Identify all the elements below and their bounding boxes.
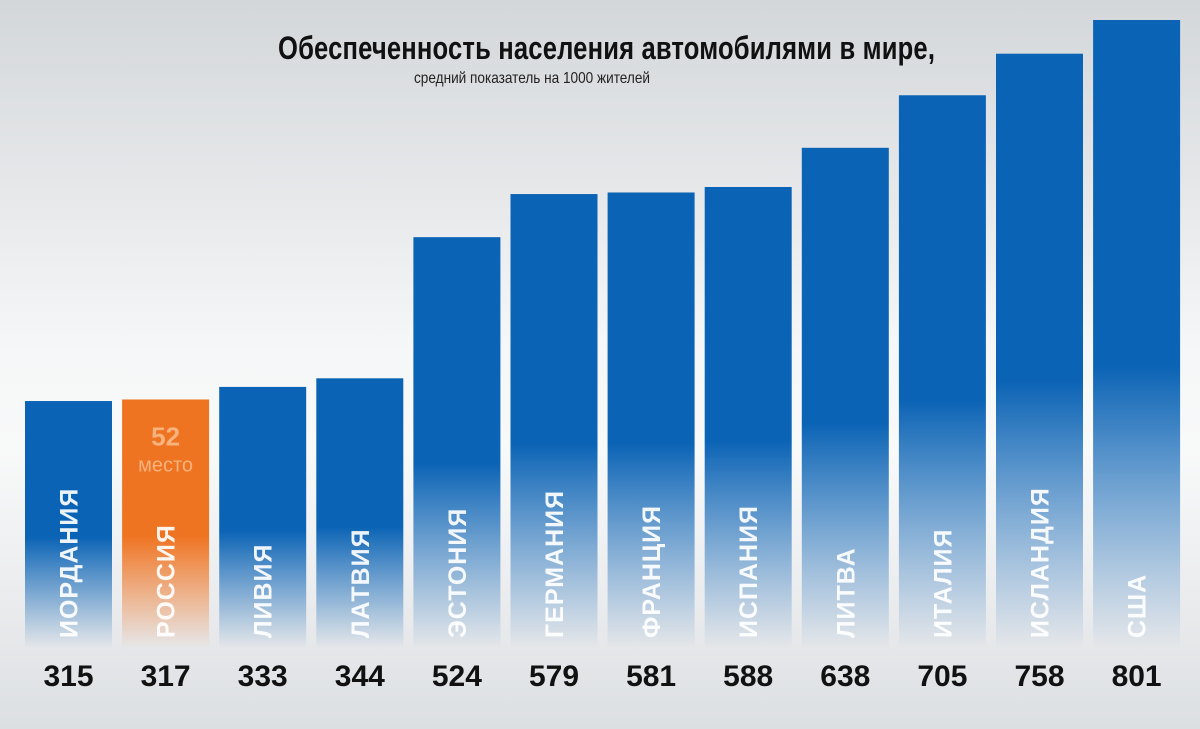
value-label-9: 638 — [820, 660, 870, 693]
bar-7 — [607, 192, 695, 649]
value-label-4: 344 — [335, 660, 385, 693]
category-label-1: ИОРДАНИЯ — [56, 488, 84, 638]
category-label-9: ЛИТВА — [832, 547, 860, 638]
value-label-6: 579 — [529, 660, 579, 693]
bar-10 — [898, 95, 986, 648]
bar-9 — [801, 147, 889, 648]
bar-8 — [704, 186, 792, 648]
category-label-10: ИТАЛИЯ — [929, 528, 957, 638]
category-label-5: ЭСТОНИЯ — [444, 508, 472, 638]
rank-number: 52 — [151, 421, 180, 451]
value-label-8: 588 — [723, 660, 773, 693]
category-label-7: ФРАНЦИЯ — [638, 505, 666, 638]
category-label-2: РОССИЯ — [153, 524, 181, 638]
chart-title-wrap: Обеспеченность населения автомобилями в … — [130, 28, 936, 68]
bar-4 — [316, 378, 404, 648]
bar-2 — [122, 399, 210, 648]
chart-subtitle: средний показатель на 1000 жителей — [414, 70, 650, 87]
rank-word: место — [138, 454, 193, 476]
value-label-3: 333 — [238, 660, 288, 693]
category-label-3: ЛИВИЯ — [250, 543, 278, 638]
value-label-10: 705 — [917, 660, 967, 693]
value-label-2: 317 — [141, 660, 191, 693]
bar-11 — [996, 53, 1083, 648]
bar-5 — [413, 237, 501, 649]
category-label-6: ГЕРМАНИЯ — [541, 490, 569, 638]
category-label-12: США — [1124, 574, 1152, 638]
chart-title: Обеспеченность населения автомобилями в … — [278, 30, 936, 66]
value-label-5: 524 — [432, 660, 482, 693]
category-label-4: ЛАТВИЯ — [347, 528, 375, 638]
value-label-11: 758 — [1014, 660, 1064, 693]
value-label-12: 801 — [1112, 660, 1162, 693]
labels-layer: ИОРДАНИЯ 315 РОССИЯ 317 52 место ЛИВИЯ 333 ЛАТВИ… — [43, 421, 1161, 693]
bar-12 — [1093, 20, 1181, 648]
bar-6 — [510, 194, 598, 648]
category-label-8: ИСПАНИЯ — [735, 505, 763, 638]
bar-3 — [219, 386, 307, 648]
category-label-11: ИСЛАНДИЯ — [1027, 487, 1055, 638]
value-label-7: 581 — [626, 660, 676, 693]
value-label-1: 315 — [43, 660, 93, 693]
bar-1 — [25, 401, 112, 648]
bars-layer — [25, 20, 1181, 649]
